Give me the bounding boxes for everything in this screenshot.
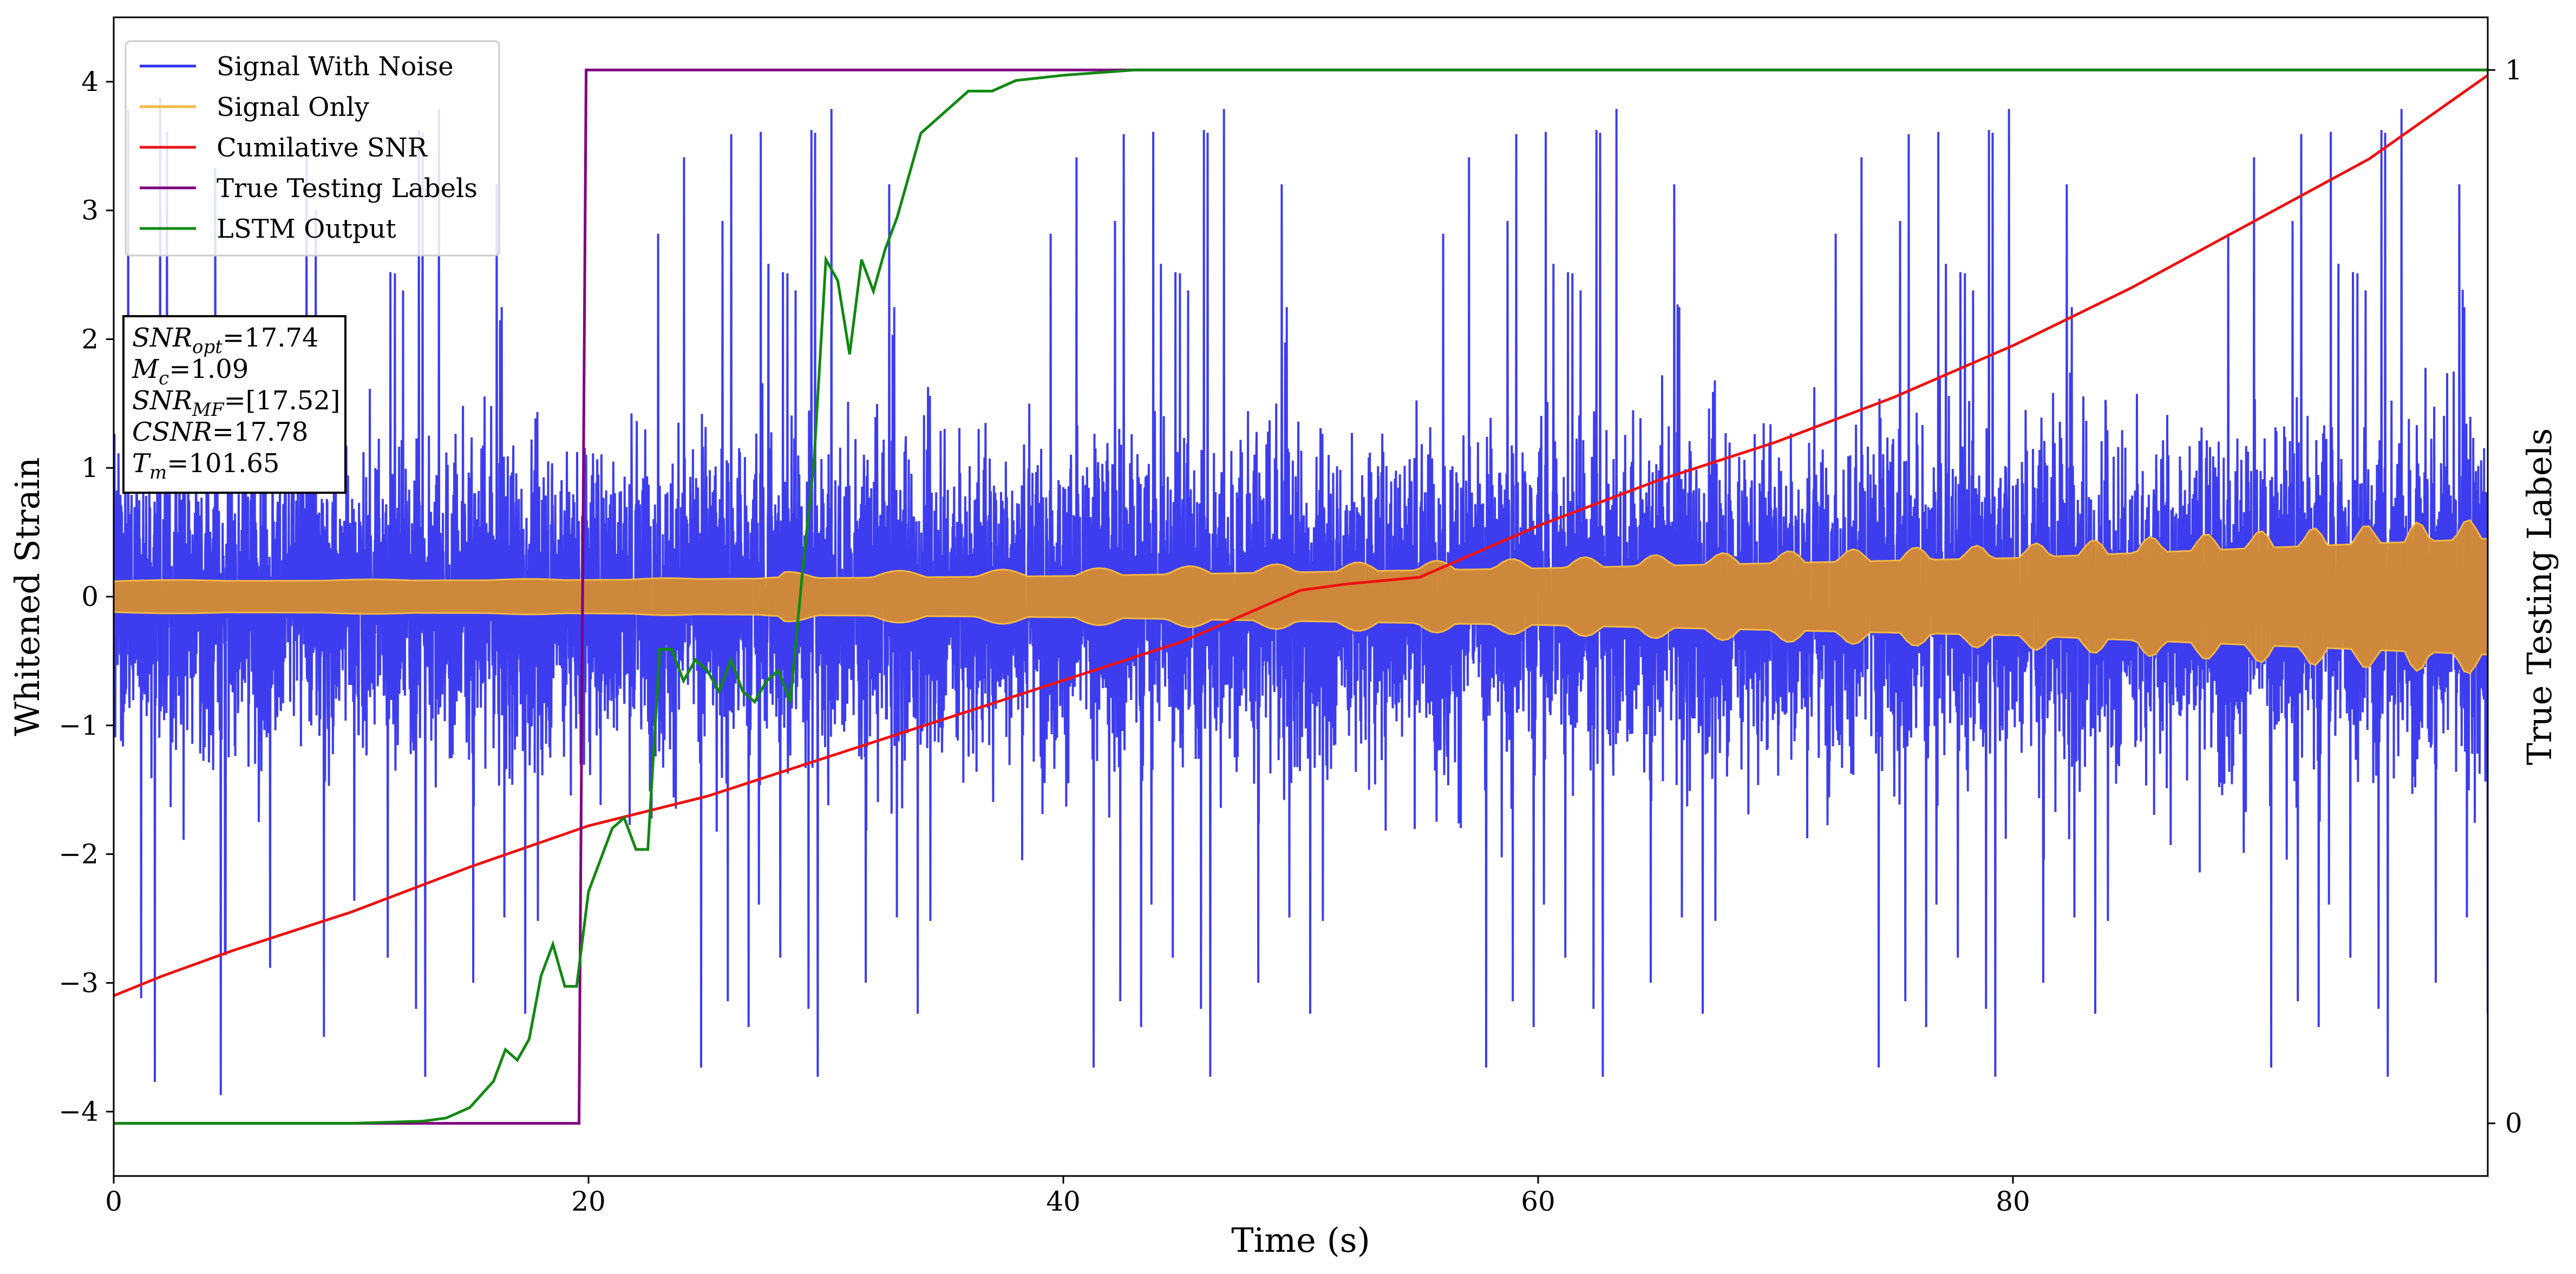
annotation-value: =17.74 [223, 323, 319, 353]
series-lstm-output [114, 68, 2488, 1125]
annotation-frame [122, 315, 346, 494]
legend: Signal With Noise Signal Only Cumilative S… [125, 40, 500, 257]
annotation-symbol: CSNR [132, 417, 212, 447]
y-tick-label: 4 [81, 66, 99, 97]
series-cumilative-snr [114, 74, 2488, 997]
legend-label: Signal With Noise [217, 51, 454, 82]
y-tick-label: −2 [58, 839, 99, 870]
annotation-line: Mc=1.09 [132, 354, 249, 389]
y2-tick-label: 0 [2505, 1108, 2522, 1139]
x-tick-label: 80 [1996, 1186, 2030, 1217]
series-signal-only [114, 519, 2488, 675]
annotation-subscript: m [149, 462, 167, 484]
annotation-subscript: MF [192, 399, 225, 421]
y-tick-label: −4 [58, 1096, 99, 1127]
y-tick-label: −1 [58, 710, 99, 741]
annotation-line: Tm=101.65 [132, 448, 279, 484]
y-tick-label: 1 [81, 452, 99, 484]
annotation-box: SNRopt=17.74Mc=1.09SNRMF=[17.52]CSNR=17.… [122, 315, 346, 494]
y-tick-label: −3 [58, 967, 99, 998]
annotation-symbol: SNR [132, 323, 192, 353]
x-tick-label: 0 [105, 1186, 122, 1217]
x-axis-label: Time (s) [1231, 1220, 1370, 1260]
legend-label: LSTM Output [217, 214, 396, 244]
x-tick-label: 40 [1046, 1186, 1081, 1217]
annotation-line: SNRopt=17.74 [132, 323, 319, 358]
annotation-symbol: SNR [132, 386, 192, 416]
y-tick-label: 2 [81, 323, 99, 355]
legend-label: True Testing Labels [217, 173, 478, 204]
x-tick-label: 20 [571, 1186, 606, 1217]
annotation-symbol: M [132, 354, 160, 384]
y-tick-label: 3 [81, 195, 99, 226]
annotation-value: =1.09 [169, 354, 249, 384]
y2-tick-label: 1 [2505, 54, 2522, 86]
annotation-value: =101.65 [167, 448, 279, 479]
annotation-line: CSNR=17.78 [132, 417, 308, 447]
annotation-subscript: opt [192, 336, 223, 358]
series-layer [114, 68, 2488, 1125]
legend-label: Signal Only [217, 92, 369, 122]
legend-label: Cumilative SNR [217, 133, 428, 163]
annotation-value: =17.78 [212, 417, 309, 447]
x-tick-label: 60 [1521, 1186, 1555, 1217]
y-tick-label: 0 [81, 581, 99, 612]
y-axis-label: Whitened Strain [8, 458, 47, 736]
annotation-symbol: T [132, 448, 151, 479]
annotation-subscript: c [159, 368, 169, 389]
legend-frame [125, 40, 500, 257]
annotation-value: =[17.52] [224, 386, 340, 416]
y2-axis-label: True Testing Labels [2520, 428, 2559, 766]
annotation-line: SNRMF=[17.52] [132, 386, 341, 421]
